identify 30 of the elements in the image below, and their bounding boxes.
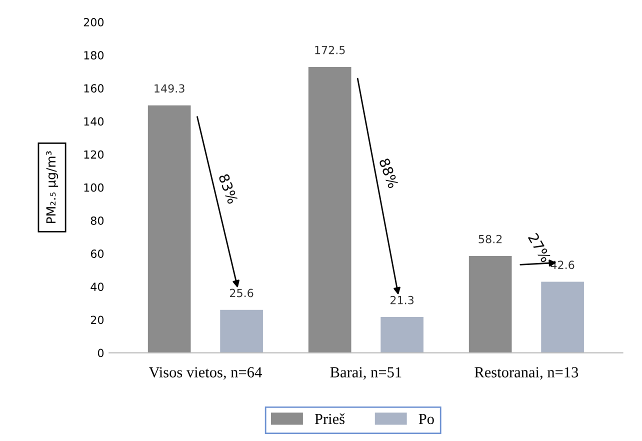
y-tick-label: 140 (84, 117, 104, 126)
annotation: 83% (218, 173, 238, 204)
data-label: 21.3 (390, 296, 414, 304)
y-tick-label: 0 (98, 348, 104, 358)
legend-label: Prieš (314, 413, 345, 424)
annotation: 88% (378, 158, 399, 189)
data-label: 172.5 (315, 46, 345, 54)
bar (220, 310, 263, 353)
y-axis-title: PM₂.₅ µg/m³ (46, 151, 58, 223)
x-tick-label: Barai, n=51 (330, 367, 402, 380)
y-tick-label: 160 (84, 84, 104, 93)
y-tick-label: 120 (84, 150, 104, 159)
y-tick-label: 200 (84, 18, 104, 26)
y-tick-label: 40 (90, 282, 104, 292)
y-tick-label: 80 (90, 216, 104, 225)
x-tick-label: Restoranai, n=13 (474, 367, 578, 380)
bar (308, 66, 352, 353)
data-label: 58.2 (478, 234, 502, 244)
x-tick-label: Visos vietos, n=64 (148, 367, 262, 380)
y-tick-label: 60 (90, 250, 104, 258)
bar (148, 105, 191, 353)
bar (380, 317, 424, 353)
legend-label: Po (418, 414, 434, 424)
y-tick-label: 100 (84, 183, 104, 192)
data-label: 149.3 (154, 84, 184, 93)
y-tick-label: 180 (84, 51, 104, 60)
bar (541, 282, 584, 353)
y-tick-label: 20 (90, 316, 104, 324)
bar (468, 256, 512, 353)
data-label: 25.6 (230, 288, 254, 298)
